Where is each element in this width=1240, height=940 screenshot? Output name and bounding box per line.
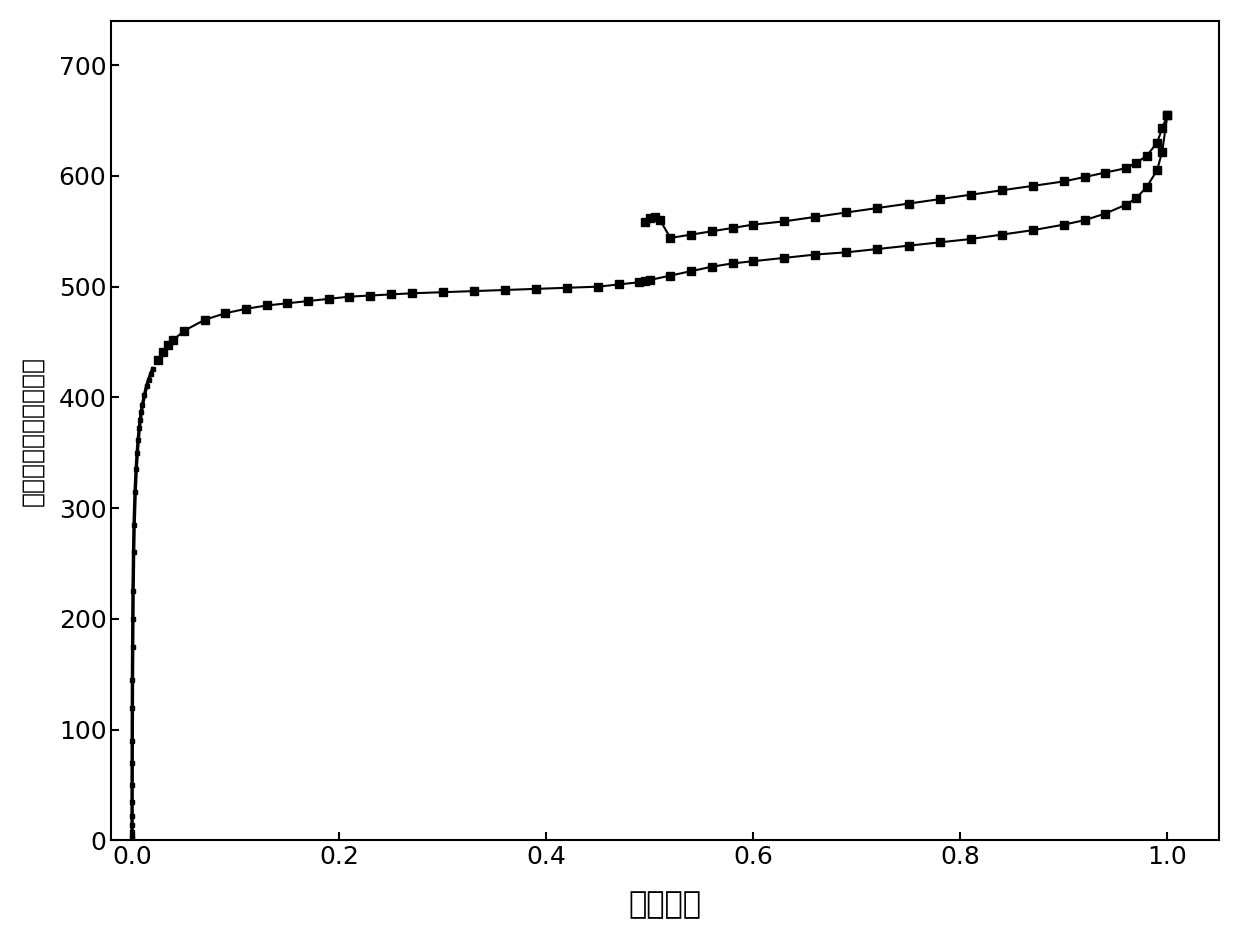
X-axis label: 相对压力: 相对压力	[629, 890, 702, 919]
Y-axis label: 氮气吸附量／毫升／克: 氮气吸附量／毫升／克	[21, 355, 45, 506]
